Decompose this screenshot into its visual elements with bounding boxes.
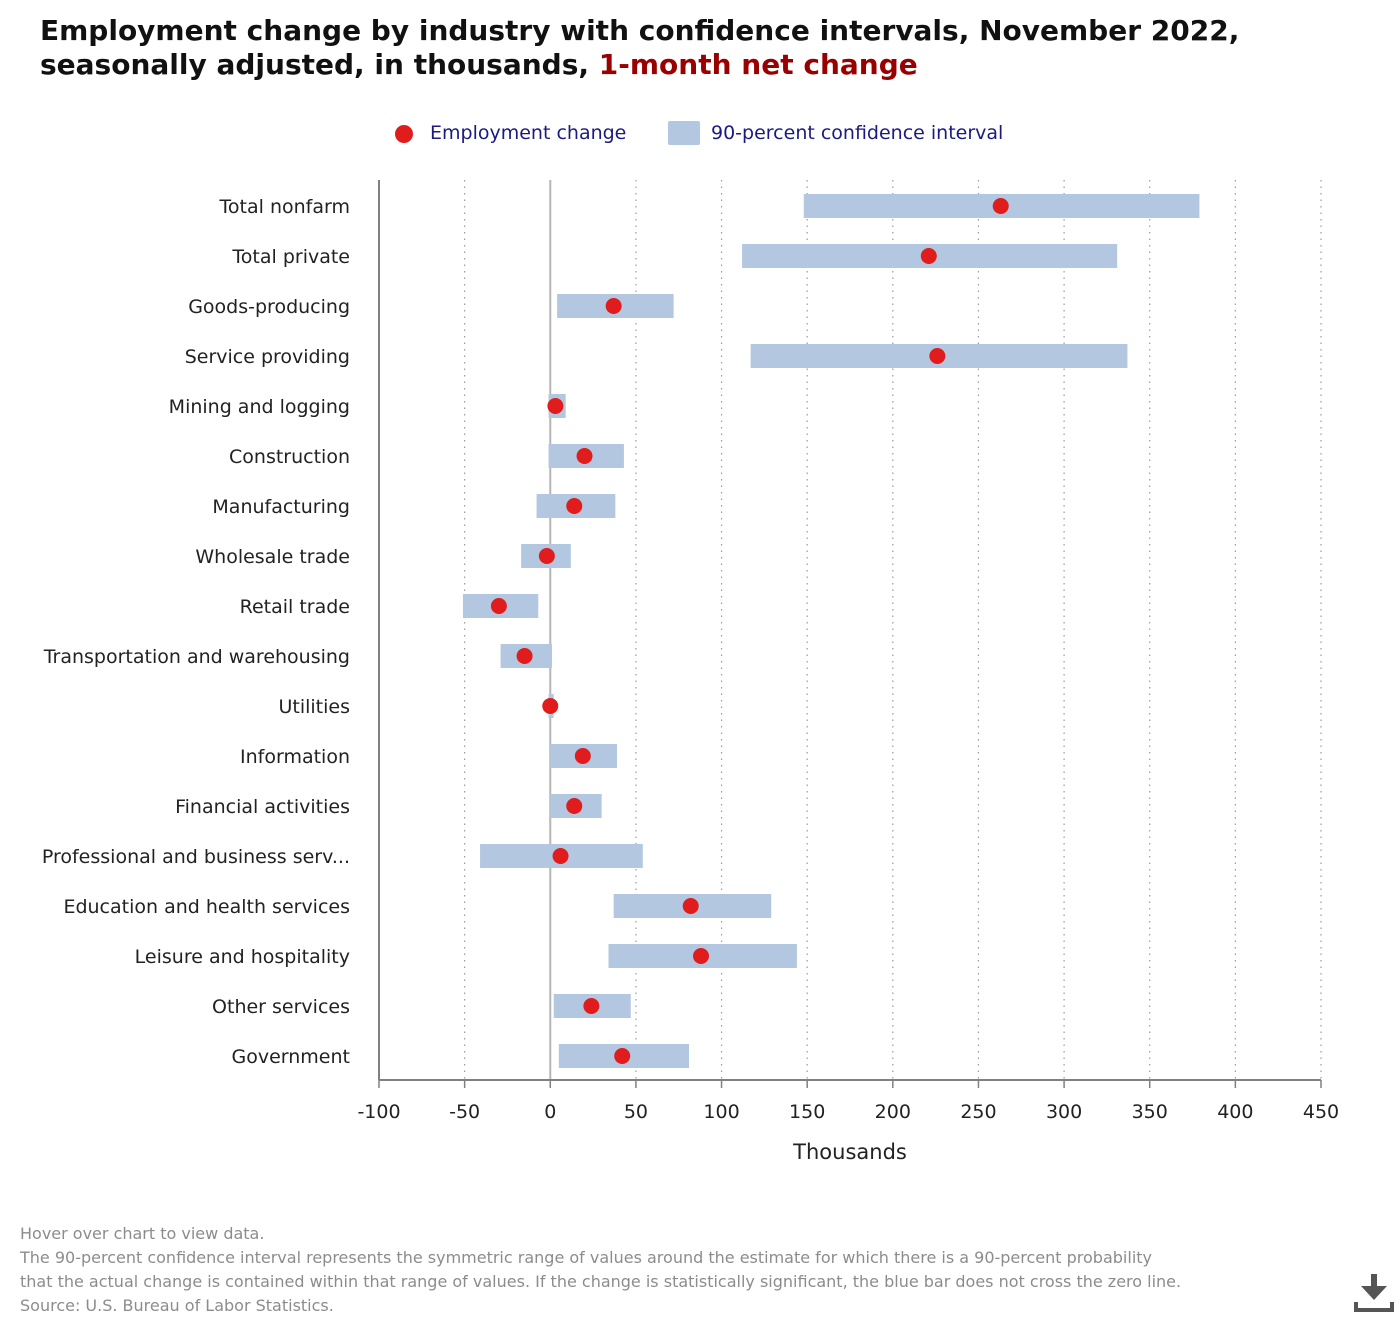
category-label-goods-producing: Goods-producing [188, 296, 350, 318]
category-label-professional-and-business-serv: Professional and business serv... [42, 846, 350, 868]
change-point-financial-activities [566, 798, 583, 814]
category-label-transportation-and-warehousing: Transportation and warehousing [43, 646, 350, 668]
change-point-education-and-health-services [682, 898, 699, 914]
chart-title-highlight: 1-month net change [598, 48, 918, 81]
category-label-utilities: Utilities [278, 696, 350, 718]
change-point-transportation-and-warehousing [516, 648, 533, 664]
x-tick-label: -100 [357, 1101, 400, 1123]
x-tick-label: 300 [1046, 1101, 1082, 1123]
change-point-mining-and-logging [547, 398, 564, 414]
chart-legend: Employment change 90-percent confidence … [0, 120, 1400, 150]
category-label-construction: Construction [229, 446, 350, 468]
change-point-utilities [542, 698, 559, 714]
change-point-information [574, 748, 591, 764]
category-label-manufacturing: Manufacturing [212, 496, 350, 518]
change-point-total-nonfarm [992, 198, 1009, 214]
change-point-government [614, 1048, 631, 1064]
x-tick-label: -50 [449, 1101, 480, 1123]
legend-point-marker [395, 125, 413, 143]
chart-title-main: Employment change by industry with confi… [40, 14, 1240, 81]
change-point-total-private [920, 248, 937, 264]
category-label-information: Information [240, 746, 350, 768]
legend-interval-label[interactable]: 90-percent confidence interval [711, 122, 1004, 144]
change-point-leisure-and-hospitality [692, 948, 709, 964]
category-label-total-nonfarm: Total nonfarm [219, 196, 350, 218]
note-line-2: that the actual change is contained with… [20, 1272, 1182, 1291]
chart-notes: Hover over chart to view data. The 90-pe… [20, 1222, 1320, 1318]
change-point-retail-trade [490, 598, 507, 614]
category-label-service-providing: Service providing [185, 346, 350, 368]
category-label-mining-and-logging: Mining and logging [169, 396, 350, 418]
change-point-service-providing [929, 348, 946, 364]
change-point-manufacturing [566, 498, 583, 514]
legend-point-label[interactable]: Employment change [430, 122, 627, 144]
change-point-construction [576, 448, 593, 464]
change-point-other-services [583, 998, 600, 1014]
download-button[interactable] [1352, 1270, 1396, 1314]
chart-title: Employment change by industry with confi… [40, 14, 1340, 82]
legend-interval-swatch [668, 121, 700, 145]
category-label-wholesale-trade: Wholesale trade [195, 546, 350, 568]
source-note: Source: U.S. Bureau of Labor Statistics. [20, 1296, 334, 1315]
category-label-government: Government [232, 1046, 351, 1068]
category-label-total-private: Total private [231, 246, 350, 268]
category-label-leisure-and-hospitality: Leisure and hospitality [135, 946, 350, 968]
category-label-retail-trade: Retail trade [240, 596, 350, 618]
x-axis-title: Thousands [792, 1140, 907, 1164]
x-tick-label: 350 [1132, 1101, 1168, 1123]
x-tick-label: 200 [875, 1101, 911, 1123]
x-tick-label: 250 [960, 1101, 996, 1123]
category-label-education-and-health-services: Education and health services [63, 896, 350, 918]
change-point-professional-and-business-serv [552, 848, 569, 864]
change-point-goods-producing [605, 298, 622, 314]
x-tick-label: 150 [789, 1101, 825, 1123]
category-label-other-services: Other services [212, 996, 350, 1018]
note-line-1: The 90-percent confidence interval repre… [20, 1248, 1152, 1267]
change-point-wholesale-trade [538, 548, 555, 564]
chart-plot[interactable]: -100 -50 0 50 100 150 200 250 300 350 400 450 Thousa… [0, 165, 1400, 1175]
x-tick-label: 50 [624, 1101, 648, 1123]
x-tick-label: 400 [1217, 1101, 1253, 1123]
x-tick-label: 450 [1303, 1101, 1339, 1123]
hover-hint: Hover over chart to view data. [20, 1224, 265, 1243]
x-tick-label: 0 [544, 1101, 556, 1123]
category-label-financial-activities: Financial activities [175, 796, 350, 818]
download-icon [1354, 1274, 1394, 1312]
x-tick-label: 100 [703, 1101, 739, 1123]
